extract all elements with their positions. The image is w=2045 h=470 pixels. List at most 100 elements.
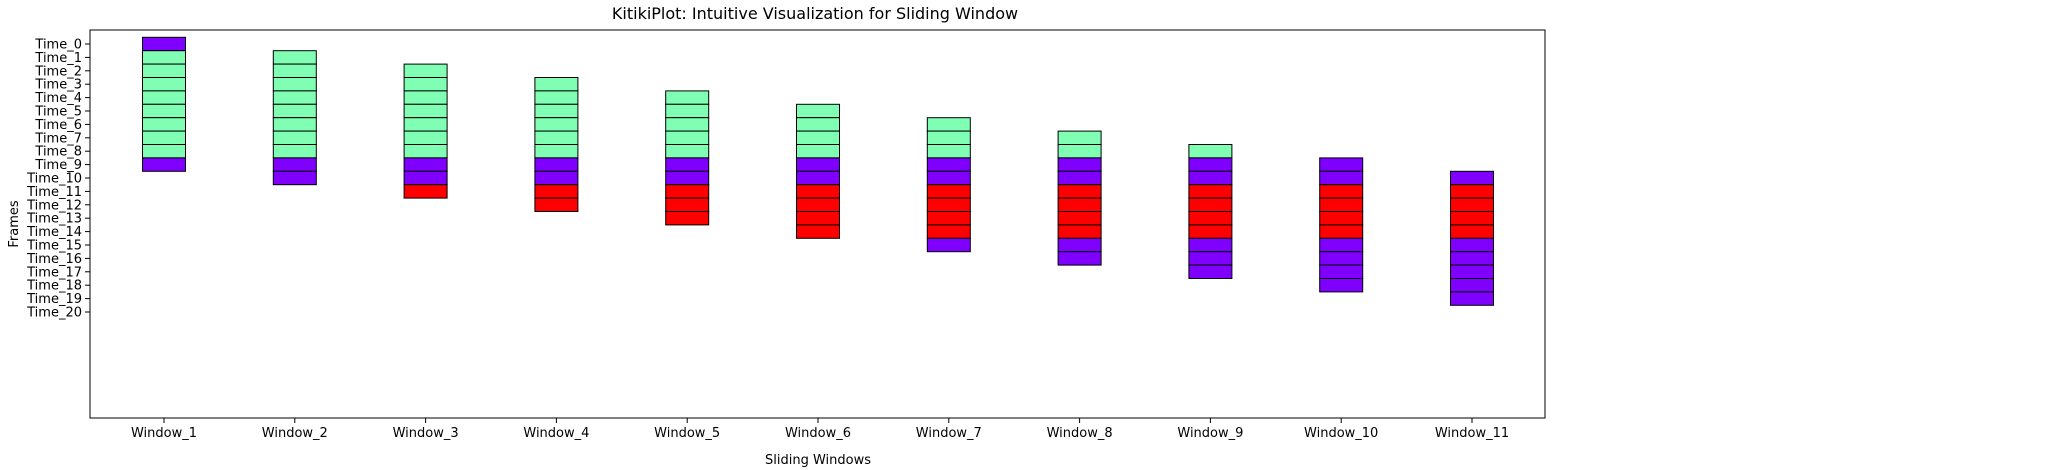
cell-window-11-time-13 [1450, 211, 1494, 226]
cell-window-1-time-9 [142, 157, 186, 172]
cell-window-11-time-17 [1450, 264, 1494, 280]
cell-window-7-time-7 [926, 130, 971, 146]
cell-window-7-time-8 [926, 144, 971, 159]
cell-window-10-time-17 [1319, 264, 1364, 280]
cell-window-7-time-12 [926, 197, 971, 213]
cell-window-1-time-1 [142, 50, 186, 65]
cell-window-4-time-4 [534, 90, 579, 105]
cell-window-6-time-10 [796, 170, 840, 186]
cell-window-5-time-13 [665, 211, 710, 226]
x-tick-label: Window_10 [1304, 426, 1378, 441]
x-tick-label: Window_1 [131, 426, 197, 441]
y-tick-label: Time_19 [26, 292, 82, 307]
cell-window-4-time-5 [534, 103, 579, 119]
x-tick-label: Window_11 [1435, 426, 1509, 441]
cell-window-10-time-9 [1319, 157, 1364, 172]
cell-window-11-time-15 [1450, 237, 1494, 253]
cell-window-2-time-8 [272, 144, 317, 159]
cell-window-11-time-14 [1450, 224, 1494, 239]
y-tick-label: Time_8 [34, 145, 82, 160]
cell-window-2-time-2 [272, 63, 317, 78]
y-tick-label: Time_18 [26, 279, 82, 294]
cell-window-1-time-0 [142, 36, 186, 52]
cell-window-10-time-11 [1319, 184, 1364, 199]
cell-window-8-time-13 [1057, 211, 1102, 226]
cell-window-3-time-5 [403, 103, 448, 119]
cell-window-9-time-15 [1188, 237, 1233, 253]
x-tick-label: Window_6 [785, 426, 851, 441]
cell-window-4-time-3 [534, 77, 579, 92]
cell-window-2-time-4 [272, 90, 317, 105]
cell-window-11-time-10 [1450, 170, 1494, 186]
x-tick-label: Window_8 [1047, 426, 1113, 441]
cell-window-7-time-13 [926, 211, 971, 226]
cell-window-11-time-19 [1450, 291, 1494, 306]
y-tick-label: Time_13 [26, 212, 82, 227]
cell-window-6-time-12 [796, 197, 840, 213]
cell-window-5-time-11 [665, 184, 710, 199]
cell-window-11-time-12 [1450, 197, 1494, 213]
cell-window-11-time-11 [1450, 184, 1494, 199]
cell-window-1-time-3 [142, 77, 186, 92]
cell-window-3-time-2 [403, 63, 448, 78]
cell-window-9-time-8 [1188, 144, 1233, 159]
y-tick-label: Time_17 [26, 265, 82, 280]
cell-window-3-time-3 [403, 77, 448, 92]
cell-window-3-time-4 [403, 90, 448, 105]
cell-window-10-time-16 [1319, 251, 1364, 266]
x-tick-label: Window_4 [523, 426, 589, 441]
cell-window-6-time-13 [796, 211, 840, 226]
cell-window-8-time-11 [1057, 184, 1102, 199]
y-tick-label: Time_5 [34, 105, 82, 120]
cell-window-2-time-6 [272, 117, 317, 132]
y-tick-label: Time_10 [26, 172, 82, 187]
cell-window-6-time-5 [796, 103, 840, 119]
cell-window-7-time-10 [926, 170, 971, 186]
cell-window-2-time-9 [272, 157, 317, 172]
cell-window-8-time-7 [1057, 130, 1102, 146]
cell-window-9-time-16 [1188, 251, 1233, 266]
cell-window-4-time-10 [534, 170, 579, 186]
y-tick-label: Time_1 [34, 51, 82, 66]
cell-window-1-time-7 [142, 130, 186, 146]
cell-window-1-time-5 [142, 103, 186, 119]
cell-window-9-time-13 [1188, 211, 1233, 226]
cell-window-3-time-8 [403, 144, 448, 159]
x-tick-label: Window_2 [262, 426, 328, 441]
cell-window-8-time-8 [1057, 144, 1102, 159]
ticks-layer: Time_0Time_1Time_2Time_3Time_4Time_5Time… [26, 38, 1509, 442]
cell-window-4-time-11 [534, 184, 579, 199]
cell-window-10-time-15 [1319, 237, 1364, 253]
cell-window-10-time-12 [1319, 197, 1364, 213]
cell-window-9-time-11 [1188, 184, 1233, 199]
cell-window-4-time-8 [534, 144, 579, 159]
cell-window-8-time-14 [1057, 224, 1102, 239]
cell-window-3-time-11 [403, 184, 448, 199]
y-tick-label: Time_16 [26, 252, 82, 267]
x-axis-title: Sliding Windows [765, 453, 871, 468]
y-tick-label: Time_2 [34, 64, 82, 79]
y-tick-label: Time_11 [26, 185, 82, 200]
cell-window-10-time-13 [1319, 211, 1364, 226]
cell-window-8-time-10 [1057, 170, 1102, 186]
cell-window-5-time-7 [665, 130, 710, 146]
cell-window-4-time-12 [534, 197, 579, 213]
cell-window-3-time-9 [403, 157, 448, 172]
cell-window-6-time-14 [796, 224, 840, 239]
cell-window-7-time-14 [926, 224, 971, 239]
y-tick-label: Time_4 [34, 91, 82, 106]
x-tick-label: Window_7 [916, 426, 982, 441]
cell-window-10-time-14 [1319, 224, 1364, 239]
cell-window-1-time-4 [142, 90, 186, 105]
cell-window-9-time-17 [1188, 264, 1233, 280]
x-tick-label: Window_5 [654, 426, 720, 441]
cell-window-5-time-9 [665, 157, 710, 172]
y-tick-label: Time_14 [26, 225, 82, 240]
cell-window-2-time-5 [272, 103, 317, 119]
y-axis-title: Frames [7, 200, 22, 248]
cell-window-9-time-9 [1188, 157, 1233, 172]
cell-window-3-time-7 [403, 130, 448, 146]
cell-window-2-time-3 [272, 77, 317, 92]
